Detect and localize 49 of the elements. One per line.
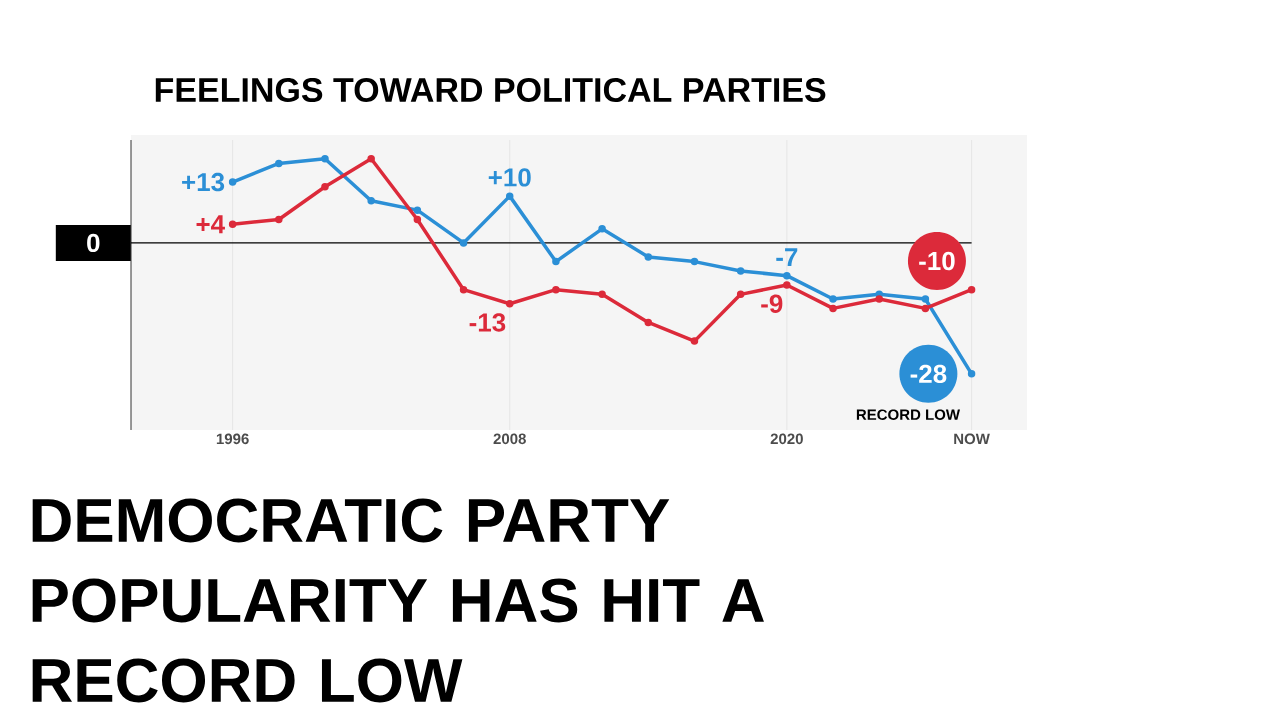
point bbox=[321, 154, 329, 163]
x-tick-label: 1996 bbox=[216, 433, 249, 445]
point bbox=[413, 215, 422, 224]
point bbox=[459, 239, 468, 247]
point bbox=[967, 370, 976, 378]
data-label: -9 bbox=[761, 294, 783, 313]
point bbox=[921, 295, 930, 303]
point bbox=[552, 285, 560, 294]
point bbox=[644, 253, 653, 261]
point bbox=[690, 337, 699, 345]
point bbox=[228, 220, 237, 228]
point bbox=[783, 281, 791, 289]
text: DEMOCRATIC PARTY POPULARITY HAS HIT A RECORD LOW bbox=[32, 498, 764, 703]
point bbox=[275, 215, 283, 224]
data-label: +10 bbox=[488, 168, 531, 187]
chart-title: FEELINGS TOWARD POLITICAL PARTIES bbox=[155, 77, 826, 103]
ref-line-label: 0 bbox=[87, 233, 100, 253]
point bbox=[505, 192, 514, 200]
data-label: -7 bbox=[776, 248, 798, 267]
x-tick-label: 2020 bbox=[770, 433, 803, 445]
point bbox=[875, 295, 883, 303]
point bbox=[783, 271, 791, 280]
point bbox=[367, 197, 375, 205]
point bbox=[228, 178, 237, 186]
point bbox=[690, 257, 699, 266]
point bbox=[321, 183, 329, 191]
annotation: RECORD LOW bbox=[856, 409, 960, 421]
point bbox=[598, 290, 606, 299]
point bbox=[829, 295, 837, 303]
point bbox=[736, 290, 745, 299]
point bbox=[413, 206, 422, 214]
point bbox=[552, 257, 560, 266]
point bbox=[921, 304, 930, 313]
point bbox=[367, 154, 375, 163]
point bbox=[598, 225, 606, 233]
point bbox=[459, 285, 468, 294]
point bbox=[736, 267, 745, 275]
point bbox=[829, 304, 837, 313]
point bbox=[644, 318, 653, 327]
point bbox=[275, 159, 283, 168]
data-label: -28 bbox=[910, 364, 947, 384]
point bbox=[505, 299, 514, 308]
data-label: -10 bbox=[919, 251, 955, 271]
x-tick-label: 2008 bbox=[493, 433, 526, 445]
data-label: +13 bbox=[182, 172, 225, 192]
point bbox=[967, 285, 976, 294]
data-label: -13 bbox=[469, 313, 506, 332]
x-tick-label: NOW bbox=[954, 433, 990, 445]
data-label: +4 bbox=[196, 215, 225, 234]
